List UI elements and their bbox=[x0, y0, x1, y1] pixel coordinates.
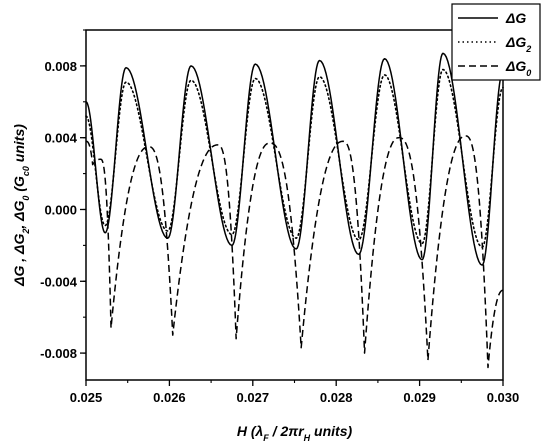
series-line-1 bbox=[85, 68, 504, 248]
x-tick-label: 0.025 bbox=[70, 390, 103, 405]
y-tick-label: 0.000 bbox=[44, 202, 77, 217]
x-tick-label: 0.026 bbox=[153, 390, 186, 405]
x-tick-label: 0.028 bbox=[320, 390, 353, 405]
legend-label: ΔG0 bbox=[505, 58, 531, 78]
legend-label: ΔG bbox=[505, 10, 526, 26]
y-tick-label: -0.004 bbox=[40, 274, 78, 289]
series-group bbox=[85, 52, 504, 369]
legend-box bbox=[451, 3, 541, 81]
x-tick-label: 0.027 bbox=[237, 390, 270, 405]
y-axis-title: ΔG , ΔG2, ΔG0 (Gc0 units) bbox=[11, 124, 31, 287]
x-tick-label: 0.030 bbox=[487, 390, 520, 405]
plot-frame bbox=[85, 29, 504, 381]
legend-label: ΔG2 bbox=[505, 34, 531, 54]
series-line-2 bbox=[85, 135, 504, 369]
y-tick-label: -0.008 bbox=[40, 346, 77, 361]
axes-group: 0.025 0.026 0.027 0.028 0.029 0.030 -0.008 -0.0… bbox=[40, 29, 520, 405]
x-tick-label: 0.029 bbox=[403, 390, 436, 405]
y-tick-label: 0.004 bbox=[44, 131, 77, 146]
legend: ΔG ΔG2 ΔG0 bbox=[451, 3, 541, 81]
y-tick-label: 0.008 bbox=[44, 59, 77, 74]
x-axis-title: H (λF / 2πrH units) bbox=[237, 423, 353, 443]
